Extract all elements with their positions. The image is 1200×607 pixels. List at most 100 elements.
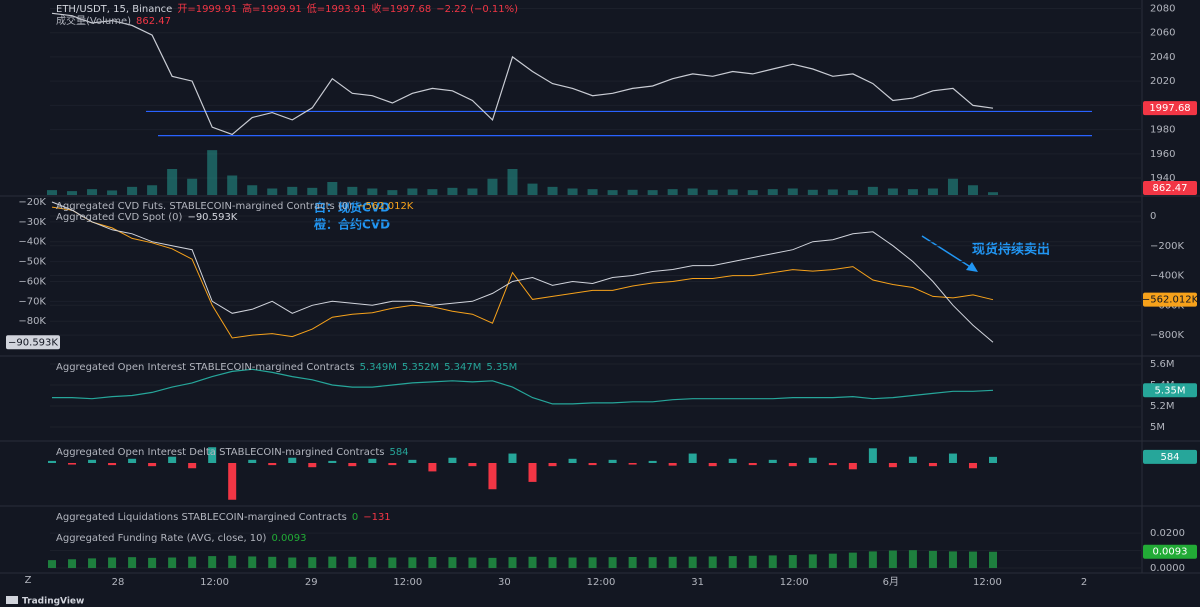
y-tick-label: 0.0200	[1150, 528, 1185, 539]
x-tick-label: 12:00	[587, 577, 616, 588]
legend-item: 高=1999.91	[242, 2, 302, 15]
volume-bar	[427, 189, 438, 195]
volume-bar	[667, 189, 678, 195]
volume-bar	[527, 183, 538, 195]
legend-value: −562.012K	[357, 201, 414, 212]
y-tick-label: 5M	[1150, 422, 1165, 433]
pane-legend: Aggregated Liquidations STABLECOIN-margi…	[56, 512, 391, 523]
x-tick-label: 6月	[883, 576, 899, 588]
bar	[208, 556, 217, 568]
volume-bar	[167, 169, 178, 195]
legend-item: Aggregated Funding Rate (AVG, close, 10)	[56, 533, 267, 544]
volume-bar	[67, 191, 78, 195]
pane-legend: 成交量(Volume) 862.47	[56, 14, 171, 27]
volume-bar	[267, 188, 278, 195]
last-value-box	[1143, 383, 1197, 398]
legend-item: Aggregated Open Interest STABLECOIN-marg…	[56, 362, 355, 373]
pane-legend: Aggregated CVD Spot (0) −90.593K	[56, 212, 238, 223]
bar	[628, 463, 637, 465]
volume-bar	[107, 190, 118, 195]
x-tick-label: 29	[305, 577, 318, 588]
cvd-line	[51, 206, 994, 339]
bar	[168, 557, 177, 568]
bar	[548, 557, 557, 568]
y-tick-label: −70K	[18, 296, 46, 307]
x-tick-label: 2	[1081, 577, 1087, 588]
bar	[828, 463, 837, 466]
bar	[808, 554, 817, 568]
y-tick-label: 2080	[1150, 3, 1175, 14]
volume-bar	[507, 169, 518, 195]
last-value-box	[1143, 449, 1197, 464]
bar	[148, 463, 157, 467]
volume-bar	[947, 178, 958, 195]
bar	[48, 560, 56, 568]
cvd-line	[51, 201, 994, 343]
legend-value: −90.593K	[187, 212, 237, 223]
bar	[188, 556, 197, 568]
bar	[708, 556, 717, 568]
bar	[188, 463, 197, 469]
bar	[388, 463, 397, 466]
bar	[288, 557, 297, 568]
x-tick-label: 12:00	[200, 577, 229, 588]
volume-bar	[927, 188, 938, 195]
x-tick-label: 28	[112, 577, 125, 588]
bar	[268, 463, 277, 466]
volume-bar	[747, 190, 758, 195]
bar	[948, 453, 957, 463]
pane-legend: Aggregated Open Interest STABLECOIN-marg…	[56, 362, 517, 373]
volume-bar	[487, 178, 498, 195]
volume-bar	[147, 185, 158, 195]
volume-bar	[407, 188, 418, 195]
bar	[588, 463, 597, 466]
volume-bar	[988, 192, 998, 195]
logo-icon	[6, 596, 18, 604]
volume-bar	[727, 189, 738, 195]
legend-item: 5.35M	[486, 362, 517, 373]
bar	[728, 556, 737, 568]
legend-item: ETH/USDT, 15, Binance	[56, 4, 172, 15]
x-tick-label: 12:00	[393, 577, 422, 588]
bar	[268, 556, 277, 568]
volume-bar	[547, 186, 558, 195]
bar	[428, 463, 437, 472]
bar	[768, 555, 777, 568]
legend-item: 低=1993.91	[307, 2, 367, 15]
bar	[608, 557, 617, 568]
bar	[968, 551, 977, 568]
bar	[448, 457, 457, 463]
y-tick-label: 2020	[1150, 76, 1175, 87]
bar	[928, 550, 937, 568]
bar	[888, 550, 897, 568]
pane-legend: Aggregated Open Interest Delta STABLECOI…	[56, 447, 409, 458]
legend-item: 862.47	[136, 16, 171, 27]
bar	[908, 456, 917, 463]
bar	[748, 555, 757, 568]
bar	[528, 556, 537, 568]
bar	[428, 556, 437, 568]
bar	[88, 558, 97, 568]
volume-bar	[687, 188, 698, 195]
legend-item: 5.349M	[360, 362, 397, 373]
bar	[608, 459, 617, 463]
volume-bar	[907, 189, 918, 195]
bar	[208, 447, 217, 463]
volume-bar	[247, 185, 258, 195]
y-tick-label: 1940	[1150, 173, 1175, 184]
y-tick-label: −200K	[1150, 241, 1184, 252]
bar	[468, 463, 477, 467]
bar	[808, 457, 817, 463]
volume-bar	[87, 189, 98, 195]
bar	[788, 555, 797, 568]
annotation: 橙：合约CVD	[314, 217, 390, 232]
bar	[348, 463, 357, 467]
bar	[368, 458, 377, 463]
y-tick-label: −50K	[18, 257, 46, 268]
bar	[888, 463, 897, 468]
corner-button[interactable]: Z	[25, 575, 32, 586]
bar	[508, 453, 517, 463]
last-value-box	[1143, 101, 1197, 116]
bar	[708, 463, 717, 467]
